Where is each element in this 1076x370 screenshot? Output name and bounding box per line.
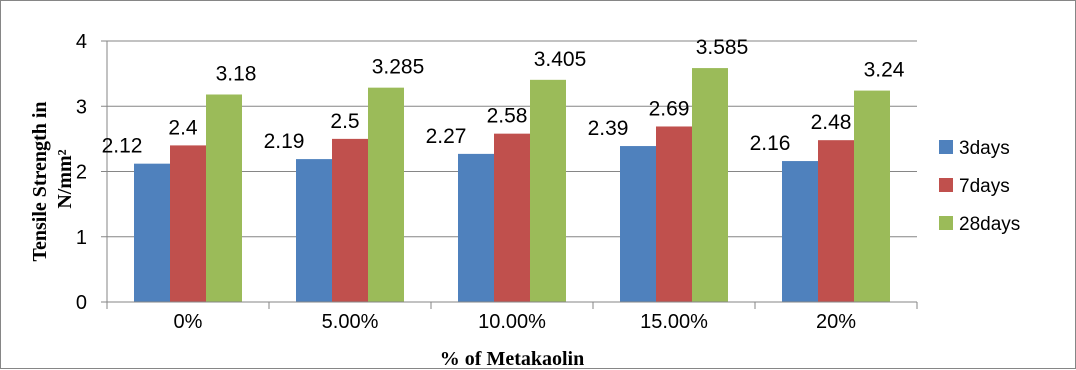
data-label-28days: 3.405	[534, 48, 587, 71]
legend-swatch-28days	[939, 216, 953, 230]
x-tick-label: 5.00%	[322, 311, 379, 333]
legend-swatch-7days	[939, 178, 953, 192]
data-label-3days: 2.19	[264, 130, 305, 153]
bar-3days	[134, 163, 170, 302]
data-label-28days: 3.285	[372, 56, 425, 79]
y-axis-title-line-2: N/mm²	[54, 149, 76, 208]
x-axis-title: % of Metakaolin	[440, 348, 584, 370]
data-label-3days: 2.12	[102, 135, 143, 158]
bar-3days	[782, 161, 818, 302]
x-tick-label: 15.00%	[640, 311, 708, 333]
bars	[134, 68, 890, 302]
bar-28days	[854, 90, 890, 302]
x-tick-label: 0%	[174, 311, 203, 333]
data-labels: 2.12 2.19 2.27 2.39 2.16 2.4 2.5 2.58 2.69 2.48 3.…	[102, 36, 905, 158]
y-tick-label: 2	[76, 162, 87, 184]
data-label-7days: 2.4	[168, 116, 198, 139]
bar-7days	[494, 133, 530, 302]
legend: 3days 7days 28days	[939, 138, 1020, 235]
bar-3days	[296, 159, 332, 302]
bar-7days	[818, 140, 854, 302]
data-label-3days: 2.16	[750, 132, 791, 155]
legend-label-7days: 7days	[959, 176, 1010, 197]
data-label-7days: 2.5	[330, 110, 359, 133]
data-label-28days: 3.585	[696, 36, 749, 59]
y-tick-label: 1	[76, 227, 87, 249]
bar-7days	[332, 138, 368, 302]
bar-28days	[692, 68, 728, 302]
bar-3days	[620, 146, 656, 302]
y-axis-title: Tensile Strength in N/mm²	[29, 96, 76, 261]
legend-label-3days: 3days	[959, 138, 1010, 159]
tick-labels: 0 1 2 3 4 0% 5.00% 10.00% 15.00% 20%	[76, 31, 856, 333]
data-label-7days: 2.48	[811, 111, 852, 134]
x-tick-label: 20%	[816, 311, 856, 333]
data-label-7days: 2.69	[649, 97, 690, 120]
data-label-28days: 3.24	[864, 59, 905, 82]
bar-28days	[368, 87, 404, 302]
bar-7days	[656, 126, 692, 302]
y-tick-label: 3	[76, 96, 87, 118]
legend-swatch-3days	[939, 140, 953, 154]
bar-7days	[170, 145, 206, 302]
axes	[106, 41, 917, 303]
bar-3days	[458, 153, 494, 302]
legend-label-28days: 28days	[959, 214, 1020, 235]
bar-28days	[206, 94, 242, 302]
data-label-3days: 2.39	[588, 117, 629, 140]
y-tick-label: 0	[76, 292, 87, 314]
bar-28days	[530, 79, 566, 302]
data-label-7days: 2.58	[487, 105, 528, 128]
x-tick-label: 10.00%	[478, 311, 546, 333]
data-label-28days: 3.18	[216, 63, 257, 86]
y-axis-title-line-1: Tensile Strength in	[29, 101, 51, 261]
data-label-3days: 2.27	[426, 125, 467, 148]
y-tick-label: 4	[76, 31, 87, 53]
